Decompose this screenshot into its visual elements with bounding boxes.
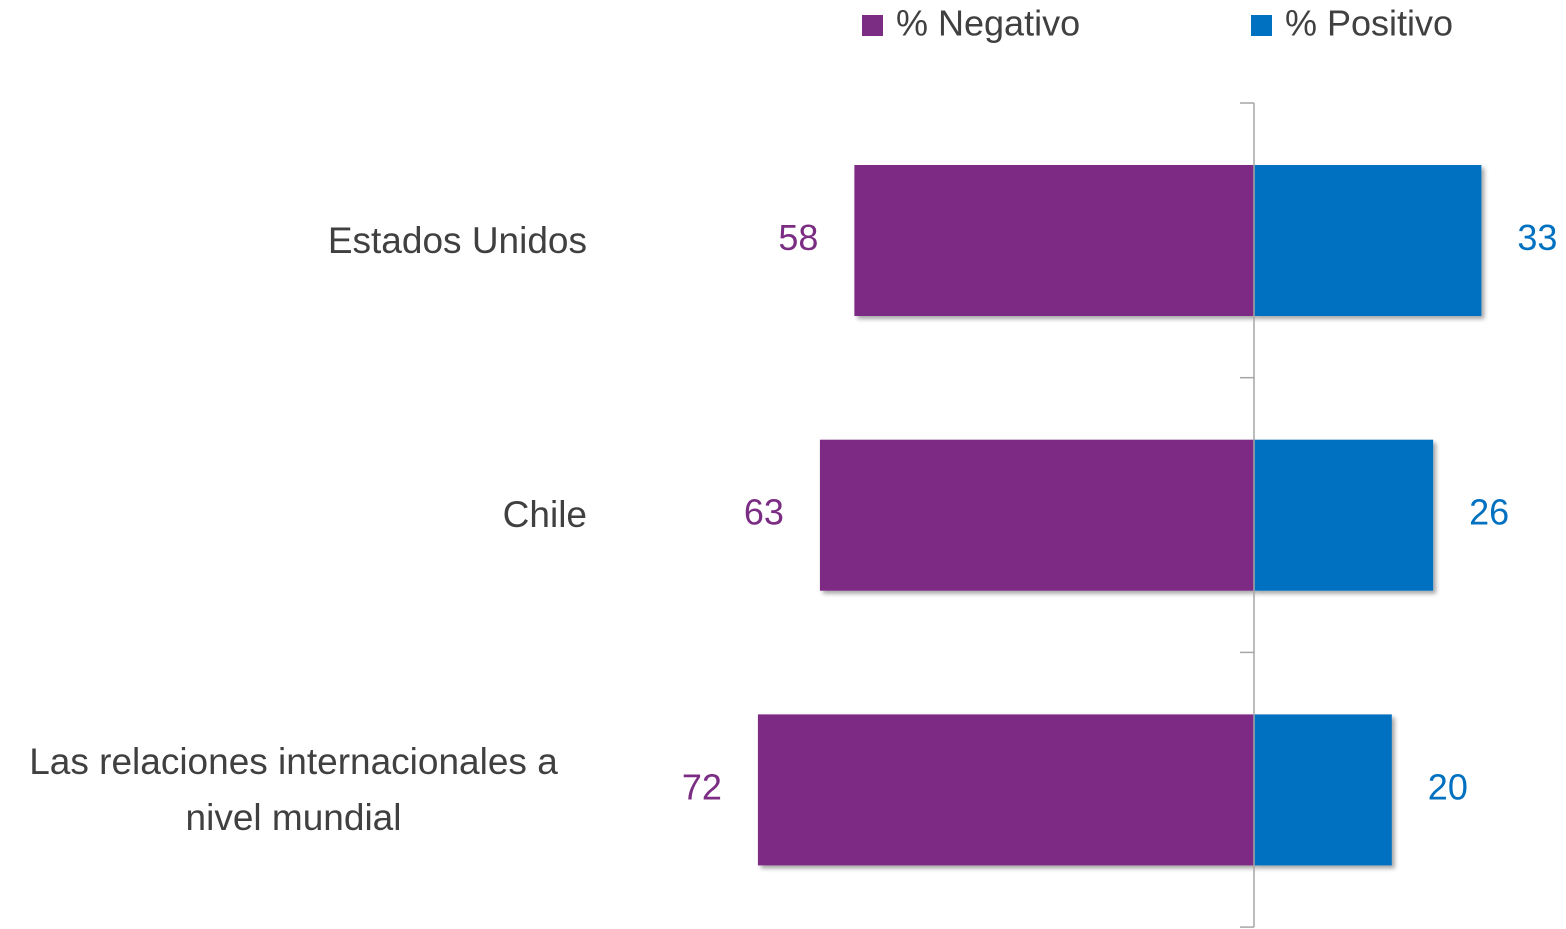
value-label: 63	[744, 492, 784, 533]
category-label-box: Chile	[503, 378, 587, 653]
category-label-box: Las relaciones internacionales a nivel m…	[0, 652, 587, 927]
value-label: 72	[682, 766, 722, 807]
category-label: Chile	[502, 494, 587, 536]
bar	[1254, 439, 1434, 591]
value-label: 58	[778, 217, 818, 258]
bar	[1254, 714, 1392, 866]
category-label: Las relaciones internacionales a nivel m…	[29, 741, 558, 838]
value-label: 33	[1517, 217, 1557, 258]
bar	[819, 439, 1254, 591]
bar	[1254, 165, 1482, 316]
legend-swatch	[1251, 15, 1272, 36]
category-label: Estados Unidos	[327, 219, 587, 261]
legend-swatch	[862, 15, 883, 36]
legend-label: % Positivo	[1285, 3, 1453, 44]
bar	[757, 714, 1254, 866]
category-label-box: Estados Unidos	[328, 103, 587, 378]
value-label: 20	[1428, 766, 1468, 807]
bar	[854, 165, 1254, 316]
value-label: 26	[1469, 492, 1509, 533]
legend-label: % Negativo	[896, 3, 1080, 44]
